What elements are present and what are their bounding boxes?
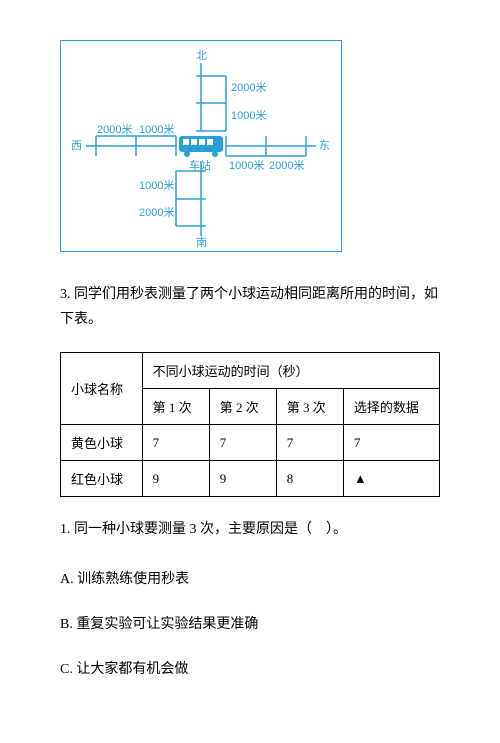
cell-red-sel: ▲ [343,461,439,497]
question-3-prompt: 3. 同学们用秒表测量了两个小球运动相同距离所用的时间，如下表。 [60,282,440,332]
cell-yellow-sel: 7 [343,425,439,461]
west-dist-1000: 1000米 [139,123,174,136]
option-b: B. 重复实验可让实验结果更准确 [60,613,440,633]
cell-yellow-2: 7 [209,425,276,461]
diagram-svg: 北 2000米 1000米 西 2000米 1000米 东 1000米 2000… [61,41,341,251]
bus-icon [179,136,223,157]
south-dist-1000: 1000米 [139,179,174,192]
cell-red-name: 红色小球 [61,461,143,497]
north-dist-2000: 2000米 [231,81,266,94]
th-trial-1: 第 1 次 [142,389,209,425]
cell-red-3: 8 [276,461,343,497]
cell-yellow-name: 黄色小球 [61,425,143,461]
north-dist-1000: 1000米 [231,109,266,122]
th-selected: 选择的数据 [343,389,439,425]
map-diagram: 北 2000米 1000米 西 2000米 1000米 东 1000米 2000… [60,40,342,252]
compass-north: 北 [196,49,207,62]
west-dist-2000: 2000米 [97,123,132,136]
station-label: 车站 [189,158,211,172]
east-dist-1000: 1000米 [229,159,264,172]
option-c: C. 让大家都有机会做 [60,658,440,678]
option-a: A. 训练熟练使用秒表 [60,568,440,588]
th-trial-2: 第 2 次 [209,389,276,425]
cell-yellow-1: 7 [142,425,209,461]
compass-west: 西 [71,140,82,152]
south-dist-2000: 2000米 [139,206,174,219]
cell-red-1: 9 [142,461,209,497]
cell-yellow-3: 7 [276,425,343,461]
th-time-header: 不同小球运动的时间（秒） [142,353,439,389]
compass-east: 东 [319,139,330,152]
th-trial-3: 第 3 次 [276,389,343,425]
east-dist-2000: 2000米 [269,159,304,172]
compass-south: 南 [196,236,207,249]
cell-red-2: 9 [209,461,276,497]
subquestion-1-prompt: 1. 同一种小球要测量 3 次，主要原因是（ ）。 [60,517,440,542]
table-row: 黄色小球 7 7 7 7 [61,425,440,461]
th-ball-name: 小球名称 [61,353,143,425]
timing-table: 小球名称 不同小球运动的时间（秒） 第 1 次 第 2 次 第 3 次 选择的数… [60,352,440,497]
table-row: 红色小球 9 9 8 ▲ [61,461,440,497]
